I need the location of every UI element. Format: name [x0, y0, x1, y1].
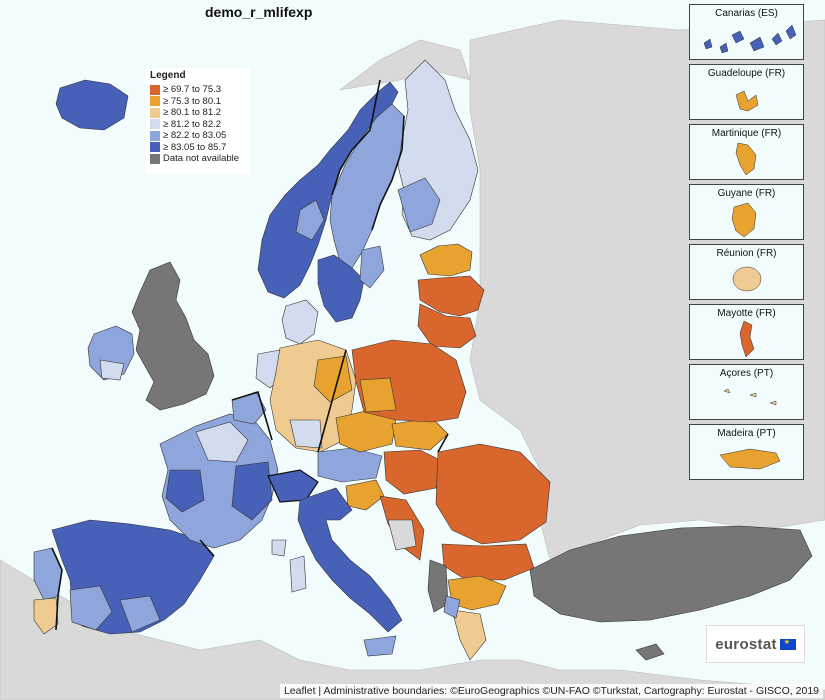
region-spain[interactable]	[51, 519, 215, 635]
inset-acores[interactable]: Açores (PT)	[689, 364, 804, 420]
region-austria[interactable]	[317, 447, 383, 483]
eurostat-logo[interactable]: eurostat	[706, 625, 805, 663]
inset-martinique[interactable]: Martinique (FR)	[689, 124, 804, 180]
inset-reunion-shape	[732, 266, 762, 292]
region-cyprus[interactable]	[635, 643, 665, 661]
legend-swatch	[150, 119, 160, 130]
region-sweden[interactable]	[317, 103, 405, 323]
region-italy[interactable]	[271, 487, 403, 657]
region-united-kingdom[interactable]	[131, 261, 215, 411]
eu-flag-icon	[779, 638, 796, 650]
region-balkans[interactable]	[345, 479, 449, 613]
legend-swatch	[150, 153, 160, 164]
national-borders	[51, 79, 449, 631]
inset-acores-shape	[723, 388, 777, 406]
region-france[interactable]	[159, 413, 279, 549]
legend-title: Legend	[150, 70, 186, 81]
region-finland[interactable]	[397, 59, 479, 241]
region-switzerland[interactable]	[267, 469, 319, 503]
inset-canarias-shape	[703, 24, 797, 54]
inset-maps: Canarias (ES) Guadeloupe (FR) Martinique…	[689, 4, 806, 484]
map-title: demo_r_mlifexp	[205, 4, 313, 20]
inset-guadeloupe-shape	[735, 90, 759, 112]
inset-madeira-shape	[719, 448, 781, 470]
legend-swatch	[150, 107, 160, 118]
region-greece[interactable]	[443, 575, 507, 661]
region-portugal[interactable]	[33, 547, 63, 635]
legend-item: ≥ 83.05 to 85.7	[150, 142, 246, 154]
legend-item: ≥ 81.2 to 82.2	[150, 119, 246, 131]
inset-madeira[interactable]: Madeira (PT)	[689, 424, 804, 480]
inset-reunion[interactable]: Réunion (FR)	[689, 244, 804, 300]
region-baltics[interactable]	[417, 243, 485, 349]
inset-canarias[interactable]: Canarias (ES)	[689, 4, 804, 60]
legend-item: ≥ 80.1 to 81.2	[150, 107, 246, 119]
inset-guadeloupe[interactable]: Guadeloupe (FR)	[689, 64, 804, 120]
region-poland[interactable]	[351, 339, 467, 423]
region-iceland[interactable]	[55, 79, 129, 131]
inset-mayotte-shape	[739, 320, 755, 358]
legend-swatch	[150, 84, 160, 95]
legend-item: ≥ 82.2 to 83.05	[150, 130, 246, 142]
region-denmark[interactable]	[281, 299, 319, 345]
map-attribution[interactable]: Leaflet | Administrative boundaries: ©Eu…	[279, 684, 823, 698]
region-central-europe[interactable]	[335, 409, 449, 495]
region-ireland[interactable]	[87, 325, 135, 381]
legend-item: ≥ 75.3 to 80.1	[150, 96, 246, 108]
region-germany[interactable]	[269, 339, 357, 453]
inset-guyane-shape	[731, 202, 757, 238]
inset-martinique-shape	[735, 142, 757, 176]
legend: Legend ≥ 69.7 to 75.3 ≥ 75.3 to 80.1 ≥ 8…	[146, 68, 250, 174]
region-romania-bulgaria[interactable]	[435, 443, 551, 581]
inset-mayotte[interactable]: Mayotte (FR)	[689, 304, 804, 360]
legend-item: Data not available	[150, 153, 246, 165]
legend-swatch	[150, 130, 160, 141]
region-turkey[interactable]	[529, 525, 813, 623]
inset-guyane[interactable]: Guyane (FR)	[689, 184, 804, 240]
legend-swatch	[150, 96, 160, 107]
legend-item: ≥ 69.7 to 75.3	[150, 84, 246, 96]
legend-swatch	[150, 142, 160, 153]
